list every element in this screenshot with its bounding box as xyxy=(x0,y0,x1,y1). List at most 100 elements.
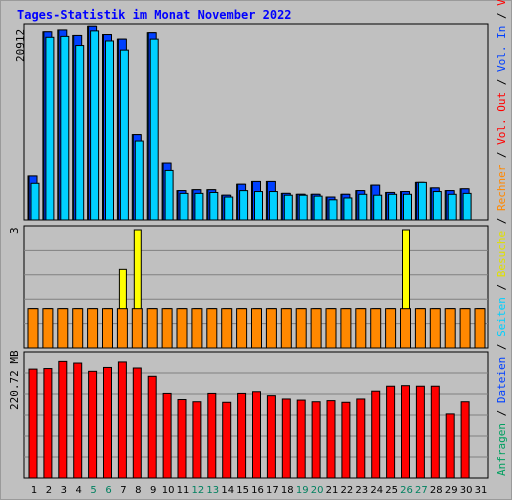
x-tick-label: 14 xyxy=(221,485,234,496)
bar-sites xyxy=(295,308,307,349)
bar-volume xyxy=(326,400,336,479)
bar-sites xyxy=(146,308,158,349)
bar-pages xyxy=(119,49,129,221)
x-tick-label: 28 xyxy=(430,485,443,496)
bar-sites xyxy=(385,308,397,349)
bar-sites xyxy=(42,308,54,349)
bar-volume xyxy=(356,398,366,479)
x-tick-label: 27 xyxy=(415,485,428,496)
bar-pages xyxy=(164,169,174,221)
bar-sites xyxy=(161,308,173,349)
x-tick-label: 31 xyxy=(475,485,488,496)
bar-pages xyxy=(149,38,159,221)
bar-sites xyxy=(340,308,352,349)
x-tick-label: 5 xyxy=(90,485,96,496)
bar-volume xyxy=(296,399,306,479)
bar-sites xyxy=(116,308,128,349)
bar-pages xyxy=(60,35,70,221)
bar-volume xyxy=(103,366,112,479)
bar-volume xyxy=(58,360,68,479)
x-tick-label: 8 xyxy=(135,485,141,496)
x-tick-label: 2 xyxy=(46,485,52,496)
bar-pages xyxy=(254,191,263,221)
bar-pages xyxy=(388,193,398,221)
bar-volume xyxy=(207,392,217,479)
bar-volume xyxy=(386,385,396,479)
bar-volume xyxy=(162,392,172,479)
bar-volume xyxy=(311,401,321,479)
bar-sites xyxy=(102,308,113,349)
bar-pages xyxy=(283,194,293,221)
bar-pages xyxy=(432,191,442,221)
bar-sites xyxy=(474,308,486,349)
bar-sites xyxy=(57,308,69,349)
bar-sites xyxy=(310,308,322,349)
x-tick-label: 7 xyxy=(120,485,126,496)
x-tick-label: 20 xyxy=(311,485,324,496)
bar-sites xyxy=(27,308,39,349)
bar-pages xyxy=(194,192,204,221)
bar-volume xyxy=(132,367,142,479)
x-tick-label: 18 xyxy=(281,485,294,496)
x-tick-label: 21 xyxy=(326,485,339,496)
x-tick-label: 11 xyxy=(177,485,190,496)
bar-pages xyxy=(358,193,368,221)
x-tick-label: 12 xyxy=(192,485,205,496)
bar-pages xyxy=(239,190,249,221)
bar-pages xyxy=(417,181,427,221)
bar-pages xyxy=(134,140,144,221)
bar-volume xyxy=(117,361,127,479)
bar-pages xyxy=(328,199,338,221)
bar-pages xyxy=(75,45,85,221)
bar-pages xyxy=(313,195,323,221)
bar-sites xyxy=(325,308,337,349)
bar-sites xyxy=(429,308,441,349)
x-tick-label: 22 xyxy=(341,485,354,496)
x-tick-label: 4 xyxy=(76,485,82,496)
bar-volume xyxy=(237,392,247,479)
x-tick-label: 9 xyxy=(150,485,156,496)
bar-volume xyxy=(266,395,276,479)
x-tick-label: 10 xyxy=(162,485,175,496)
bar-volume xyxy=(252,391,261,479)
bar-volume xyxy=(415,385,425,479)
bar-volume xyxy=(43,368,53,479)
bar-pages xyxy=(373,194,383,221)
bar-sites xyxy=(400,308,411,349)
x-tick-label: 13 xyxy=(206,485,219,496)
bar-sites xyxy=(221,308,233,349)
bar-sites xyxy=(251,308,262,349)
bar-sites xyxy=(131,308,143,349)
bar-volume xyxy=(401,385,410,479)
bar-pages xyxy=(403,193,412,221)
bar-volume xyxy=(73,362,83,479)
bar-sites xyxy=(370,308,382,349)
bar-volume xyxy=(445,413,455,479)
bar-sites xyxy=(265,308,277,349)
bar-sites xyxy=(87,308,99,349)
chart-title: Tages-Statistik im Monat November 2022 xyxy=(17,8,292,22)
bar-volume xyxy=(281,398,291,479)
bar-volume xyxy=(341,401,351,479)
bar-sites xyxy=(280,308,292,349)
bar-sites xyxy=(414,308,426,349)
bar-sites xyxy=(191,308,203,349)
bar-pages xyxy=(105,40,114,221)
bar-volume xyxy=(192,401,202,479)
bar-pages xyxy=(268,191,278,221)
x-tick-label: 26 xyxy=(400,485,413,496)
bar-sites xyxy=(355,308,367,349)
x-tick-label: 16 xyxy=(251,485,264,496)
x-tick-label: 25 xyxy=(385,485,398,496)
bar-pages xyxy=(30,182,40,221)
bar-sites xyxy=(176,308,188,349)
bar-pages xyxy=(224,196,234,221)
x-tick-label: 29 xyxy=(445,485,458,496)
x-tick-label: 6 xyxy=(105,485,111,496)
x-tick-label: 15 xyxy=(236,485,249,496)
bar-volume xyxy=(460,401,470,479)
bar-volume xyxy=(88,370,98,479)
bar-sites xyxy=(459,308,471,349)
bar-sites xyxy=(72,308,84,349)
